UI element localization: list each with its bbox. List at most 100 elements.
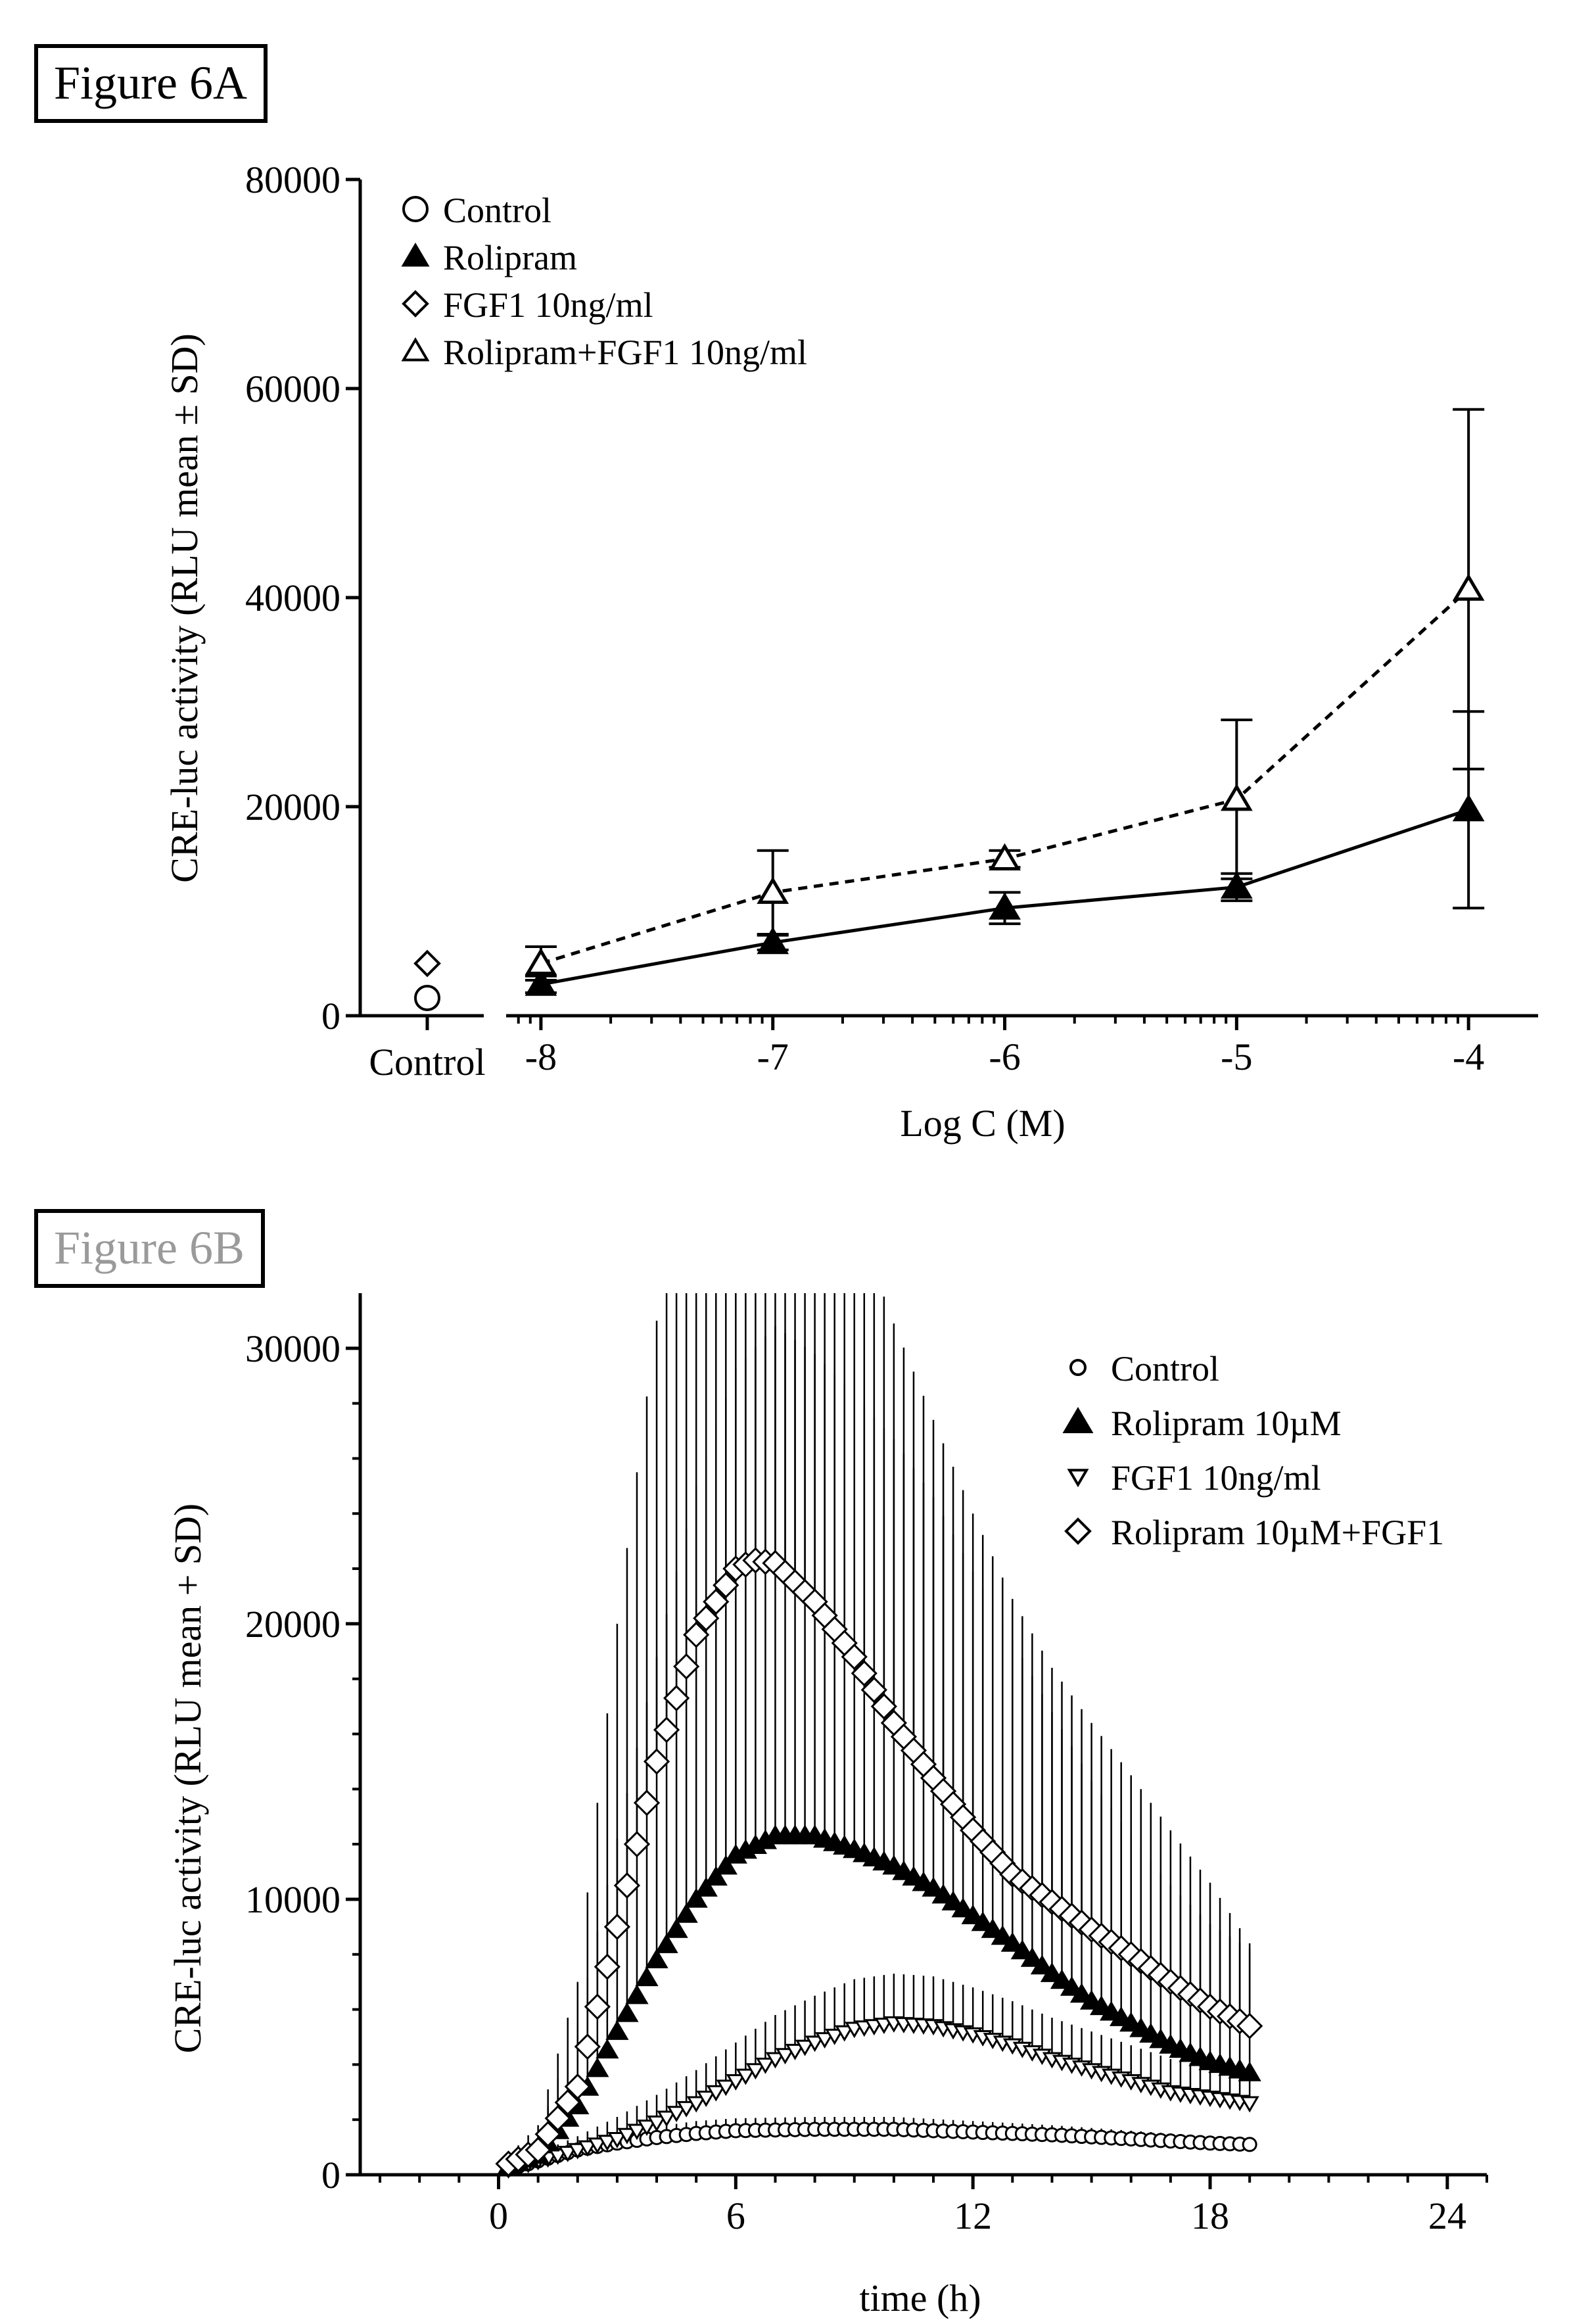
panel-b-data-point — [870, 1693, 897, 1720]
panel-a-data-point — [1220, 871, 1253, 899]
panel-b-data-point — [655, 1933, 678, 1953]
panel-b-data-point — [1060, 1976, 1084, 1996]
panel-b-data-point — [586, 2057, 609, 2077]
panel-b-data-point — [703, 1588, 730, 1615]
panel-b-x-tick-label: 6 — [726, 2194, 745, 2237]
panel-a-data-point — [989, 843, 1021, 870]
panel-a-x-tick-label: -6 — [989, 1035, 1020, 1078]
panel-b-data-point — [584, 1993, 611, 2020]
panel-b-data-point — [564, 2073, 591, 2100]
panel-b-data-point — [951, 1897, 975, 1918]
panel-b-legend-label: Rolipram 10µM — [1111, 1404, 1342, 1443]
panel-b-data-point — [726, 2074, 745, 2091]
panel-b-data-point — [851, 1660, 878, 1687]
panel-b-data-point — [653, 1717, 680, 1743]
panel-b-data-point — [815, 2032, 835, 2049]
panel-b-y-tick-label: 30000 — [245, 1327, 340, 1370]
panel-a-data-point — [757, 876, 789, 904]
panel-b-data-point — [1236, 2012, 1263, 2039]
panel-b-data-point — [1030, 1955, 1054, 1975]
panel-b-data-point — [714, 1855, 737, 1875]
panel-a-y-tick-label: 0 — [321, 995, 340, 1037]
panel-b-chart: 0 10000 20000 30000 0 6 12 18 24 Control Rolipram … — [245, 1293, 1488, 2237]
panel-b-data-point — [615, 2002, 639, 2022]
panel-b-data-point — [860, 1676, 887, 1703]
panel-b-data-point — [663, 1684, 690, 1712]
panel-b-data-point — [693, 1605, 720, 1632]
panel-b-data-point — [665, 1918, 688, 1938]
panel-b-y-tick-label: 20000 — [245, 1603, 340, 1646]
panel-b-data-point — [605, 2020, 629, 2040]
panel-a-legend-label: Rolipram — [443, 238, 577, 277]
panel-a-data-point — [525, 947, 557, 975]
panel-a-control-point — [413, 949, 441, 978]
panel-b-ylabel: CRE-luc activity (RLU mean + SD) — [166, 1504, 209, 2054]
panel-b-data-point — [1020, 1947, 1044, 1967]
panel-b-data-point — [676, 2100, 696, 2118]
panel-b-data-point — [805, 2035, 825, 2052]
panel-a-data-point — [1452, 794, 1485, 822]
panel-a-ylabel: CRE-luc activity (RLU mean ± SD) — [163, 333, 206, 883]
panel-b-data-point — [534, 2121, 561, 2148]
panel-b-data-point — [667, 2106, 686, 2123]
panel-b-data-point — [594, 1953, 620, 1980]
panel-b-data-point — [607, 2132, 627, 2148]
panel-b-legend-marker — [1067, 1469, 1089, 1488]
panel-b-data-point — [991, 1925, 1014, 1945]
panel-a-chart: 0 20000 40000 60000 80000 -8 -7 -6 -5 -4 Control Ro… — [245, 158, 1538, 1078]
panel-b-data-point — [574, 2033, 601, 2060]
panel-b-data-point — [633, 1790, 661, 1816]
panel-a-legend-marker — [402, 196, 429, 222]
panel-b-data-point — [603, 1913, 631, 1940]
panel-b-data-point — [922, 1876, 945, 1897]
panel-a-y-tick-label: 80000 — [245, 158, 340, 201]
panel-b-data-point — [1040, 1962, 1064, 1982]
panel-b-data-point — [613, 1872, 641, 1899]
panel-b-data-point — [554, 2089, 581, 2116]
panel-b-xlabel: time (h) — [859, 2277, 981, 2319]
panel-b-legend-label: Control — [1111, 1349, 1219, 1388]
panel-b-data-point — [755, 2057, 776, 2074]
panel-a-control-point — [414, 984, 440, 1011]
panel-a-data-point — [525, 968, 557, 996]
panel-a-legend-marker — [401, 242, 430, 267]
panel-a-y-tick-label: 40000 — [245, 577, 340, 619]
panel-b-legend-marker — [1064, 1517, 1092, 1545]
panel-b-data-point — [736, 2068, 755, 2085]
panel-b-data-point — [617, 2127, 637, 2145]
panel-a-legend-label: Rolipram+FGF1 10ng/ml — [443, 333, 807, 372]
panel-b-data-point — [623, 1831, 651, 1858]
panel-a-y-tick-label: 20000 — [245, 786, 340, 828]
panel-b-data-point — [785, 2043, 805, 2060]
panel-b-data-point — [765, 2052, 785, 2069]
panel-b-data-point — [635, 1966, 659, 1987]
panel-b-x-tick-label: 12 — [954, 2194, 992, 2237]
panel-b-data-point — [696, 2091, 716, 2108]
panel-b-data-point — [625, 1984, 649, 2004]
panel-a-label: Figure 6A — [54, 57, 247, 109]
panel-b-y-tick-label: 0 — [321, 2154, 340, 2196]
panel-b-data-point — [578, 2140, 597, 2157]
panel-b-data-point — [795, 2039, 815, 2056]
panel-a-x-tick-label: -5 — [1221, 1035, 1252, 1078]
panel-b-data-point — [716, 2079, 736, 2097]
panel-b-data-point — [694, 1876, 718, 1897]
panel-b-data-point — [558, 2145, 578, 2162]
panel-b-label: Figure 6B — [54, 1221, 245, 1274]
panel-a-data-point — [757, 926, 789, 955]
panel-b-data-point — [684, 1887, 708, 1908]
panel-a-legend-label: Control — [443, 191, 551, 230]
panel-b-data-point — [704, 1866, 728, 1886]
panel-a-data-point — [1220, 783, 1253, 811]
panel-b-data-point — [647, 2115, 667, 2132]
panel-b-data-point — [706, 2085, 726, 2102]
panel-a-data-point — [989, 892, 1021, 920]
panel-b-data-point — [941, 1890, 965, 1910]
panel-a-data-point — [1452, 573, 1485, 601]
panel-b-x-tick-label: 24 — [1428, 2194, 1466, 2237]
panel-b-data-point — [1050, 1969, 1074, 1989]
panel-b-legend-marker — [1062, 1407, 1094, 1433]
panel-b-data-point — [841, 1644, 868, 1671]
panel-b-data-point — [568, 2143, 588, 2160]
